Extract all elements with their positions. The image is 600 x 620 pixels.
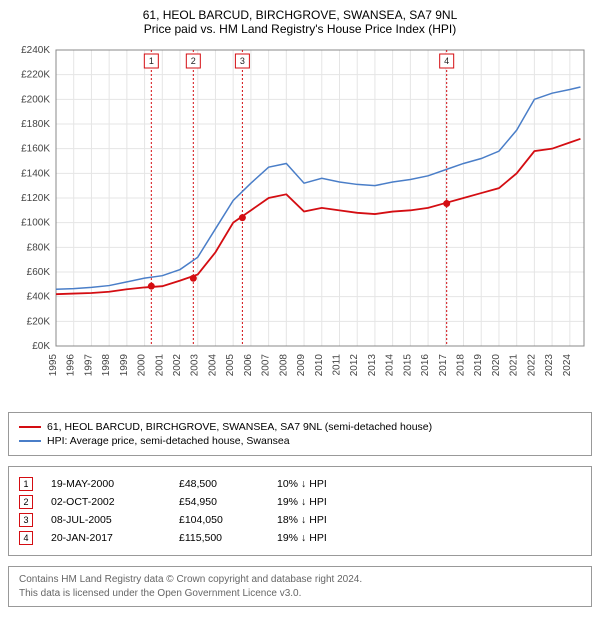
x-tick-label: 1996 — [66, 354, 77, 377]
transaction-date: 02-OCT-2002 — [51, 496, 161, 508]
x-tick-label: 2024 — [562, 354, 573, 377]
transaction-row: 1 19-MAY-2000 £48,500 10%↓HPI — [19, 477, 581, 491]
marker-num: 4 — [444, 56, 449, 66]
x-tick-label: 2015 — [402, 354, 413, 377]
legend-label: 61, HEOL BARCUD, BIRCHGROVE, SWANSEA, SA… — [47, 421, 432, 433]
chart-svg: £0K £20K £40K £60K £80K £100K £120K £140K £160K £… — [8, 42, 592, 402]
x-tick-label: 2012 — [349, 354, 360, 377]
transaction-delta: 18%↓HPI — [277, 514, 327, 526]
x-tick-label: 2000 — [137, 354, 148, 377]
transaction-date: 19-MAY-2000 — [51, 478, 161, 490]
x-tick-label: 1997 — [83, 354, 94, 377]
transaction-delta-pct: 19% — [277, 532, 298, 544]
transaction-delta-pct: 19% — [277, 496, 298, 508]
transaction-delta: 19%↓HPI — [277, 496, 327, 508]
x-tick-label: 2017 — [438, 354, 449, 377]
y-tick-label: £120K — [21, 193, 50, 204]
marker-dot — [239, 214, 246, 221]
x-tick-label: 2023 — [544, 354, 555, 377]
transaction-price: £48,500 — [179, 478, 259, 490]
y-tick-label: £60K — [27, 267, 51, 278]
arrow-down-icon: ↓ — [301, 514, 306, 526]
arrow-down-icon: ↓ — [301, 478, 306, 490]
transaction-price: £115,500 — [179, 532, 259, 544]
legend-label: HPI: Average price, semi-detached house,… — [47, 435, 290, 447]
x-tick-label: 2004 — [207, 354, 218, 377]
transaction-marker-number: 4 — [19, 531, 33, 545]
x-tick-label: 1999 — [119, 354, 130, 377]
transaction-marker-number: 1 — [19, 477, 33, 491]
legend-row: HPI: Average price, semi-detached house,… — [19, 435, 581, 447]
marker-dot — [190, 275, 197, 282]
y-tick-label: £100K — [21, 218, 50, 229]
y-tick-label: £140K — [21, 168, 50, 179]
legend-swatch — [19, 440, 41, 442]
credit-line-1: Contains HM Land Registry data © Crown c… — [19, 573, 581, 587]
x-tick-label: 2007 — [261, 354, 272, 377]
marker-dot — [443, 200, 450, 207]
transaction-row: 2 02-OCT-2002 £54,950 19%↓HPI — [19, 495, 581, 509]
x-tick-label: 2014 — [385, 354, 396, 377]
x-tick-label: 2018 — [456, 354, 467, 377]
y-tick-label: £180K — [21, 119, 50, 130]
x-tick-label: 2008 — [278, 354, 289, 377]
y-tick-label: £80K — [27, 242, 51, 253]
transaction-date: 20-JAN-2017 — [51, 532, 161, 544]
y-tick-label: £20K — [27, 316, 51, 327]
x-tick-label: 1998 — [101, 354, 112, 377]
y-tick-label: £40K — [27, 292, 51, 303]
transaction-vs-label: HPI — [309, 478, 327, 490]
marker-dot — [148, 283, 155, 290]
x-tick-label: 2006 — [243, 354, 254, 377]
arrow-down-icon: ↓ — [301, 532, 306, 544]
transaction-marker-number: 2 — [19, 495, 33, 509]
x-tick-label: 2016 — [420, 354, 431, 377]
x-tick-label: 2013 — [367, 354, 378, 377]
y-tick-label: £200K — [21, 94, 50, 105]
x-tick-label: 2003 — [190, 354, 201, 377]
x-tick-label: 2009 — [296, 354, 307, 377]
x-tick-label: 2021 — [509, 354, 520, 377]
transaction-delta: 10%↓HPI — [277, 478, 327, 490]
transaction-vs-label: HPI — [309, 496, 327, 508]
transaction-vs-label: HPI — [309, 532, 327, 544]
chart-title: 61, HEOL BARCUD, BIRCHGROVE, SWANSEA, SA… — [8, 8, 592, 36]
credits-box: Contains HM Land Registry data © Crown c… — [8, 566, 592, 607]
x-tick-label: 1995 — [48, 354, 59, 377]
x-tick-label: 2020 — [491, 354, 502, 377]
y-tick-label: £220K — [21, 70, 50, 81]
y-tick-label: £0K — [32, 341, 50, 352]
x-tick-label: 2019 — [473, 354, 484, 377]
transaction-date: 08-JUL-2005 — [51, 514, 161, 526]
transaction-price: £54,950 — [179, 496, 259, 508]
transaction-marker-number: 3 — [19, 513, 33, 527]
transactions-box: 119-MAY-2000£48,50010%↓HPI202-OCT-2002£5… — [8, 466, 592, 556]
title-address: 61, HEOL BARCUD, BIRCHGROVE, SWANSEA, SA… — [8, 8, 592, 22]
transaction-vs-label: HPI — [309, 514, 327, 526]
y-tick-label: £240K — [21, 45, 50, 56]
x-tick-label: 2022 — [526, 354, 537, 377]
x-tick-label: 2002 — [172, 354, 183, 377]
x-tick-label: 2011 — [331, 354, 342, 376]
transaction-row: 4 20-JAN-2017 £115,500 19%↓HPI — [19, 531, 581, 545]
credit-line-2: This data is licensed under the Open Gov… — [19, 587, 581, 601]
x-tick-label: 2005 — [225, 354, 236, 377]
transaction-row: 3 08-JUL-2005 £104,050 18%↓HPI — [19, 513, 581, 527]
y-tick-label: £160K — [21, 144, 50, 155]
transaction-delta: 19%↓HPI — [277, 532, 327, 544]
x-tick-label: 2001 — [154, 354, 165, 377]
marker-num: 1 — [149, 56, 154, 66]
arrow-down-icon: ↓ — [301, 496, 306, 508]
legend-box: 61, HEOL BARCUD, BIRCHGROVE, SWANSEA, SA… — [8, 412, 592, 456]
transaction-delta-pct: 18% — [277, 514, 298, 526]
marker-num: 3 — [240, 56, 245, 66]
marker-num: 2 — [191, 56, 196, 66]
price-chart: £0K £20K £40K £60K £80K £100K £120K £140K £160K £… — [8, 42, 592, 402]
transaction-price: £104,050 — [179, 514, 259, 526]
transaction-delta-pct: 10% — [277, 478, 298, 490]
x-tick-label: 2010 — [314, 354, 325, 377]
title-subtitle: Price paid vs. HM Land Registry's House … — [8, 22, 592, 36]
legend-row: 61, HEOL BARCUD, BIRCHGROVE, SWANSEA, SA… — [19, 421, 581, 433]
legend-swatch — [19, 426, 41, 428]
